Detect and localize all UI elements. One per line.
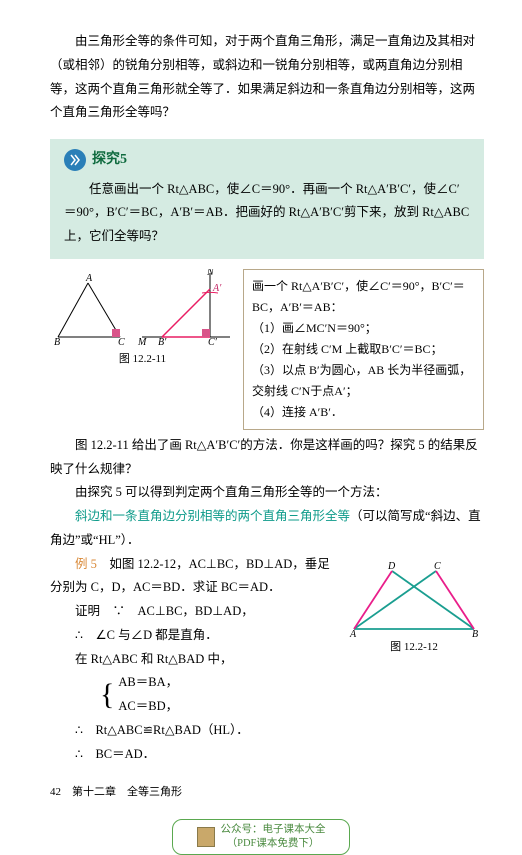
svg-text:C′: C′ — [208, 337, 218, 347]
svg-text:A: A — [85, 273, 93, 284]
svg-text:A: A — [349, 629, 357, 637]
figure-caption-left: 图 12.2-11 — [50, 349, 235, 370]
footer-page-number: 42 — [50, 786, 61, 798]
construction-step-2: （2）在射线 C′M 上截取B′C′＝BC； — [252, 339, 475, 360]
construction-step-3: （3）以点 B′为圆心，AB 长为半径画弧，交射线 C′N于点A′； — [252, 360, 475, 402]
svg-text:B: B — [54, 337, 60, 347]
explore-icon — [64, 149, 86, 171]
footer-chapter: 第十二章 全等三角形 — [72, 786, 182, 798]
construction-step-4: （4）连接 A′B′． — [252, 402, 475, 423]
qr-badge: 公众号：电子课本大全 （PDF课本免费下） — [172, 819, 350, 854]
proof-line-6: ∴ BC＝AD． — [75, 743, 484, 767]
after-figure-para-2: 由探究 5 可以得到判定两个直角三角形全等的一个方法： — [50, 481, 484, 505]
explore-body: 任意画出一个 Rt△ABC，使∠C＝90°．再画一个 Rt△A′B′C′，使∠C… — [64, 178, 470, 249]
proof-line-5: ∴ Rt△ABC≌Rt△BAD（HL）． — [75, 719, 484, 743]
explore-title: 探究5 — [92, 147, 127, 174]
example-figure: A B C D 图 12.2-12 — [344, 559, 484, 658]
example-figure-caption: 图 12.2-12 — [344, 637, 484, 658]
explore-box: 探究5 任意画出一个 Rt△ABC，使∠C＝90°．再画一个 Rt△A′B′C′… — [50, 139, 484, 259]
intro-paragraph: 由三角形全等的条件可知，对于两个直角三角形，满足一直角边及其相对（或相邻）的锐角… — [50, 30, 484, 125]
svg-text:D: D — [387, 561, 396, 572]
example-label: 例 5 — [75, 557, 97, 571]
proof-line-3: AB＝BA， — [118, 671, 178, 695]
badge-line-2: （PDF课本免费下） — [221, 837, 326, 851]
construction-lead: 画一个 Rt△A′B′C′，使∠C′＝90°，B′C′＝BC，A′B′＝AB： — [252, 276, 475, 318]
figure-row: A B C M B′ C′ A′ N 图 12.2-11 画一个 Rt△A′B′… — [50, 269, 484, 430]
svg-text:C: C — [434, 561, 441, 572]
construction-steps-box: 画一个 Rt△A′B′C′，使∠C′＝90°，B′C′＝BC，A′B′＝AB： … — [243, 269, 484, 430]
theorem-colored: 斜边和一条直角边分别相等的两个直角三角形全等 — [75, 509, 350, 523]
brace-icon: { — [100, 680, 114, 710]
svg-text:B: B — [472, 629, 478, 637]
badge-line-1: 公众号：电子课本大全 — [221, 823, 326, 837]
page-footer: 42 第十二章 全等三角形 — [50, 782, 484, 803]
svg-text:N: N — [206, 269, 215, 278]
figure-12-2-11: A B C M B′ C′ A′ N — [50, 269, 235, 347]
svg-text:A′: A′ — [212, 283, 222, 294]
svg-text:C: C — [118, 337, 125, 347]
book-icon — [197, 827, 215, 847]
proof-line-4: AC＝BD， — [118, 695, 178, 719]
svg-text:B′: B′ — [158, 337, 167, 347]
after-figure-para-1: 图 12.2-11 给出了画 Rt△A′B′C′的方法．你是这样画的吗？探究 5… — [50, 434, 484, 482]
construction-step-1: （1）画∠MC′N＝90°； — [252, 318, 475, 339]
theorem-line: 斜边和一条直角边分别相等的两个直角三角形全等（可以简写成“斜边、直角边”或“HL… — [50, 505, 484, 553]
svg-text:M: M — [137, 337, 147, 347]
